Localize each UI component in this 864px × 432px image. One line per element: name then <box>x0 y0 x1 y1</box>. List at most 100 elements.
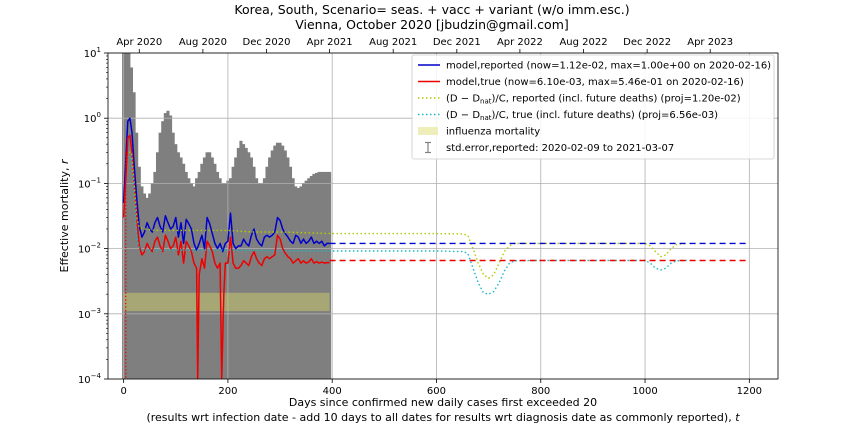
stderr-bar <box>221 183 225 379</box>
stderr-bar <box>239 140 243 379</box>
stderr-bar <box>148 193 152 379</box>
top-tick-label: Apr 2023 <box>687 37 733 48</box>
stderr-bar <box>322 171 326 379</box>
stderr-bar <box>163 113 167 379</box>
y-tick-label: 101 <box>84 46 101 60</box>
legend-label-dd_true: (D − Dnat)/C, true (incl. future deaths)… <box>446 110 718 122</box>
series-line <box>128 151 687 279</box>
stderr-bar <box>236 147 240 379</box>
top-tick-label: Dec 2021 <box>433 37 481 48</box>
stderr-bar <box>205 152 209 379</box>
top-tick-label: Apr 2021 <box>307 37 353 48</box>
stderr-bar <box>192 186 196 379</box>
x-axis-label-secondary-text: (results wrt infection date - add 10 day… <box>146 411 735 424</box>
stderr-bar <box>262 178 266 379</box>
stderr-bar <box>184 171 188 379</box>
stderr-bar <box>155 152 160 379</box>
top-tick-label: Aug 2022 <box>559 37 607 48</box>
x-tick-label: 0 <box>120 386 126 397</box>
y-tick-label: 10−1 <box>78 176 101 190</box>
stderr-bar <box>252 166 256 379</box>
stderr-bar <box>304 180 308 379</box>
stderr-bar <box>286 157 290 379</box>
stderr-bar <box>294 186 298 379</box>
y-axis-label-text: Effective mortality, <box>58 164 71 272</box>
top-date-axis-ticks: Apr 2020 Aug 2020 Dec 2020 Apr 2021 Aug 2021… <box>116 37 733 53</box>
legend-label-dd_reported: (D − Dnat)/C, reported (incl. future dea… <box>446 94 741 106</box>
stderr-bar <box>158 132 162 379</box>
y-axis-ticks: 10−4 10−3 10−2 10−1 100 101 <box>78 46 108 386</box>
stderr-bar <box>215 171 220 379</box>
stderr-bar <box>309 175 313 379</box>
top-tick-label: Aug 2020 <box>179 37 227 48</box>
stderr-bar <box>317 171 321 379</box>
stderr-bar <box>166 110 170 379</box>
stderr-bar <box>142 193 147 379</box>
stderr-bar <box>140 186 144 379</box>
stderr-bar <box>255 178 259 379</box>
legend-label-model_true: model,true (now=6.10e-03, max=5.46e-01 o… <box>446 77 744 88</box>
top-tick-label: Dec 2020 <box>243 37 291 48</box>
chart-subtitle: Vienna, October 2020 [jbudzin@gmail.com] <box>295 17 569 32</box>
stderr-bar <box>328 171 332 379</box>
y-tick-label: 100 <box>84 111 101 125</box>
stderr-bar <box>189 183 193 379</box>
legend-label-influenza: influenza mortality <box>446 127 540 138</box>
legend-swatch-influenza <box>418 127 438 135</box>
y-tick-label: 10−2 <box>78 242 101 256</box>
stderr-bar <box>312 173 316 379</box>
x-tick-label: 200 <box>218 386 237 397</box>
stderr-bar <box>275 142 280 379</box>
stderr-bar <box>265 166 269 379</box>
x-axis-label-secondary-var: t <box>735 411 740 424</box>
stderr-bar <box>174 144 178 379</box>
stderr-bar <box>171 132 175 379</box>
stderr-bar <box>210 157 214 379</box>
stderr-bar <box>301 183 306 379</box>
stderr-bar <box>299 186 303 379</box>
stderr-bar <box>231 166 235 379</box>
legend-label-stderr: std.error,reported: 2020-02-09 to 2021-0… <box>446 143 674 154</box>
x-axis-label: Days since confirmed new daily cases fir… <box>289 396 597 409</box>
stderr-bar <box>213 163 217 379</box>
x-tick-label: 800 <box>531 386 550 397</box>
x-tick-label: 600 <box>427 386 446 397</box>
stderr-bar <box>315 172 319 379</box>
y-tick-label: 10−3 <box>78 307 101 321</box>
stderr-bar <box>137 166 141 379</box>
series-line <box>128 156 687 295</box>
stderr-band-group <box>122 53 332 379</box>
legend-box <box>411 54 775 160</box>
x-axis-ticks: 0 200 400 600 800 1000 1200 <box>120 379 762 397</box>
stderr-bar <box>179 157 183 379</box>
stderr-bar <box>249 157 253 379</box>
plot-frame <box>107 52 779 380</box>
x-tick-label: 1000 <box>632 386 657 397</box>
chart-title: Korea, South, Scenario= seas. + vacc + v… <box>234 2 630 17</box>
top-tick-label: Aug 2021 <box>369 37 417 48</box>
series-line <box>122 117 330 253</box>
stderr-bar <box>320 171 324 379</box>
x-tick-label: 400 <box>323 386 342 397</box>
stderr-bar <box>153 171 157 379</box>
stderr-bar <box>270 150 274 379</box>
stderr-bar <box>200 163 204 379</box>
stderr-bar <box>273 145 277 379</box>
legend: model,reported (now=1.12e-02, max=1.00e+… <box>411 54 775 160</box>
stderr-bar <box>325 171 329 379</box>
top-tick-label: Apr 2020 <box>116 37 162 48</box>
stderr-bar <box>223 183 227 379</box>
stderr-bar <box>145 197 149 379</box>
stderr-bar <box>257 183 261 379</box>
stderr-bar <box>127 53 131 379</box>
stderr-bar <box>296 188 300 379</box>
stderr-bar <box>129 67 134 379</box>
stderr-bar <box>187 178 191 379</box>
influenza-band-group <box>123 292 330 312</box>
x-tick-label: 1200 <box>737 386 762 397</box>
influenza-mortality-band <box>123 292 330 312</box>
stderr-bar <box>291 178 295 379</box>
top-tick-label: Dec 2022 <box>623 37 671 48</box>
